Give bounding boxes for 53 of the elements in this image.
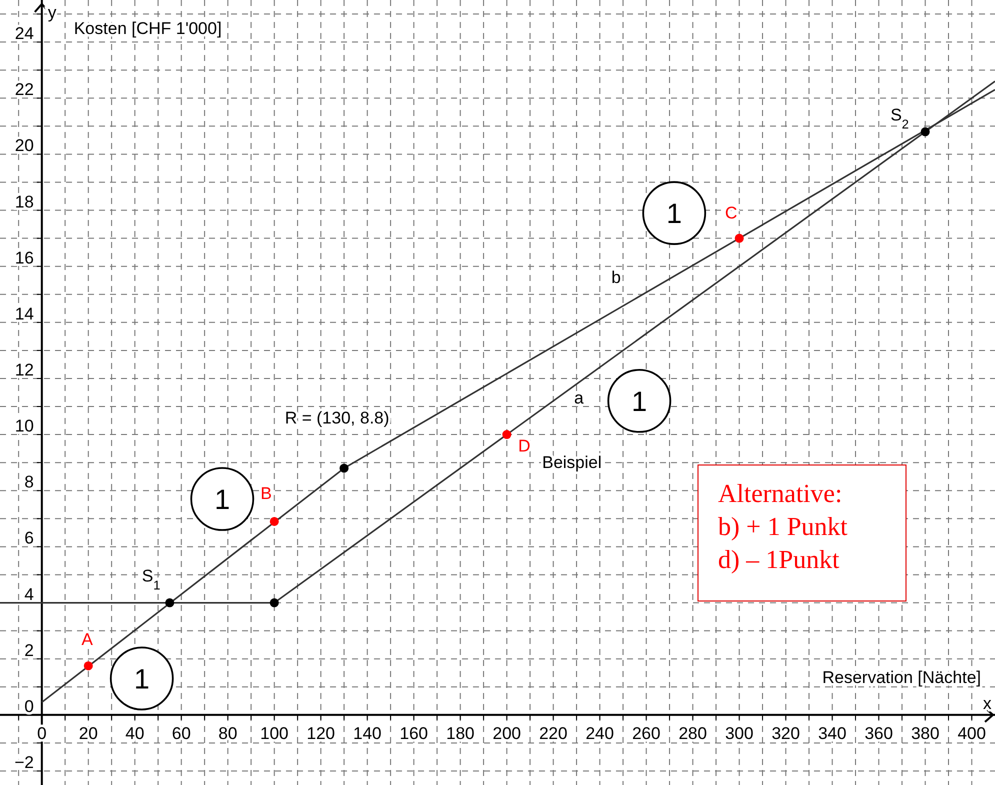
x-tick-label: 40 [125,724,144,743]
x-tick-label: 220 [539,724,568,743]
x-tick-label: 320 [772,724,800,743]
x-axis-title: Reservation [Nächte] [822,668,981,687]
y-tick-label: 16 [14,248,34,268]
annotation: Beispiel [542,453,602,472]
annotation: y [48,3,57,22]
annotation: C [725,204,738,223]
annotation: 1 [134,663,150,694]
annotation: 1 [666,198,682,230]
y-tick-label: 6 [24,528,34,548]
x-tick-label: 120 [306,724,336,743]
y-tick-label: 2 [24,640,34,660]
annotation: R = (130, 8.8) [284,408,390,428]
annotation: Alternative: b) + 1 Punkt d) – 1Punkt [718,479,848,574]
y-axis-title: Kosten [CHF 1'000] [74,19,222,38]
annotation: 1 [214,484,230,516]
y-tick-label: 20 [14,136,34,156]
y-tick-label: 0 [24,696,34,716]
x-tick-label: 380 [911,724,940,743]
x-tick-label: 180 [446,724,474,743]
x-tick-label: 200 [492,724,521,743]
annotation: x [983,694,992,713]
x-tick-label: 300 [725,724,754,743]
y-tick-label: 22 [14,80,34,100]
x-tick-label: 140 [353,724,382,743]
annotation: A [82,630,94,649]
annotation: S$_{2}$ [890,106,909,132]
annotation: B [260,484,272,504]
y-tick-label: 18 [14,192,34,212]
y-tick-label: 12 [14,360,34,380]
x-tick-label: 360 [864,724,893,743]
x-tick-label: 340 [818,724,846,743]
x-tick-label: 240 [586,724,614,743]
y-tick-label: 24 [14,24,34,44]
x-tick-label: 400 [958,724,986,743]
x-tick-label: 20 [78,724,98,743]
y-tick-label: −2 [14,752,34,772]
annotation: a [574,388,584,408]
x-tick-label: 100 [260,724,289,743]
x-tick-label: 280 [678,724,707,743]
y-tick-label: 10 [14,416,34,436]
x-tick-label: 80 [218,724,238,743]
annotation: D [518,436,530,456]
annotation: b [611,268,621,288]
annotation: 1 [632,386,648,417]
y-tick-label: 14 [14,304,34,324]
x-tick-label: 160 [400,724,428,743]
annotation: S$_{1}$ [142,566,160,592]
x-tick-label: 260 [632,724,660,743]
y-tick-label: 4 [24,584,34,604]
x-tick-label: 60 [172,724,191,743]
y-tick-label: 8 [24,472,34,492]
